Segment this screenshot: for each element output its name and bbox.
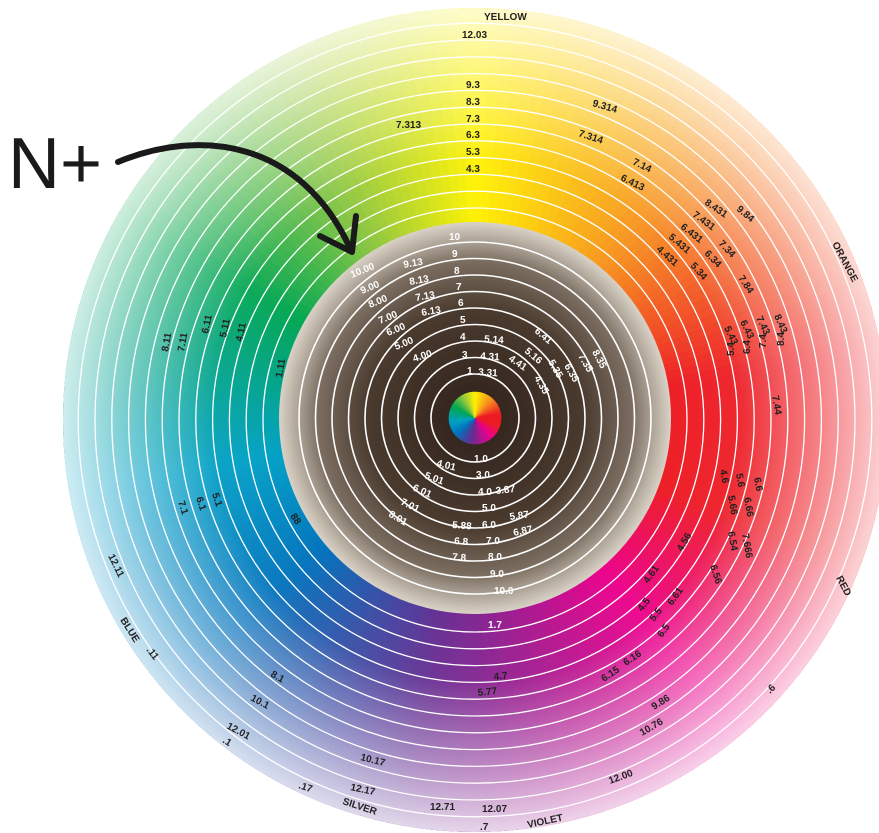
inner-ring <box>380 323 570 513</box>
outer-label: 5.66 <box>725 495 739 517</box>
outer-label: 5.77 <box>477 686 498 699</box>
inner-label: 6 <box>458 298 464 309</box>
outer-label: 12.07 <box>482 804 507 815</box>
outer-ring <box>127 72 823 768</box>
outer-ring <box>195 140 755 700</box>
hue-name-yellow: YELLOW <box>484 12 527 23</box>
inner-ring <box>298 241 652 595</box>
inner-label: 8.13 <box>409 274 431 288</box>
inner-label: 1 <box>467 366 473 377</box>
inner-label: 4.01 <box>435 458 457 473</box>
inner-label: 10 <box>449 232 461 243</box>
inner-label: 10.0 <box>494 586 514 597</box>
outer-label: 6.11 <box>200 313 215 334</box>
inner-label: 5.0 <box>482 503 496 514</box>
outer-label: 5.11 <box>218 317 233 338</box>
inner-label: 8 <box>454 266 460 277</box>
outer-label: 1.7 <box>488 620 502 631</box>
inner-label: 6.8 <box>454 536 469 548</box>
outer-ring <box>211 156 739 684</box>
inner-label: 3 <box>462 350 468 361</box>
outer-label: 7.4 <box>758 334 769 348</box>
outer-label: 6.3 <box>466 130 480 141</box>
outer-label: 12.03 <box>462 30 487 41</box>
inner-label: 4.31 <box>480 351 501 363</box>
inner-label: 9.0 <box>490 569 504 580</box>
inner-label: 3.31 <box>478 367 499 379</box>
inner-label: 9 <box>452 249 458 260</box>
outer-label: 4.7 <box>493 671 508 683</box>
outer-label: 4.6 <box>717 469 730 485</box>
outer-ring <box>94 39 856 801</box>
outer-label: 12.17 <box>349 782 376 798</box>
inner-label: 1.0 <box>474 454 488 465</box>
callout-label-n-plus: N+ <box>8 124 103 204</box>
outer-label: 6.54 <box>725 531 739 553</box>
inner-label: 6.87 <box>512 524 534 539</box>
inner-label: 5 <box>460 315 466 326</box>
outer-label: 1.11 <box>274 358 288 379</box>
inner-ring <box>331 274 619 562</box>
outer-ring <box>228 173 722 667</box>
inner-ring <box>413 356 537 480</box>
outer-label: 6.1 <box>193 496 208 513</box>
outer-label: 6.6 <box>751 477 764 493</box>
outer-label: 7.11 <box>176 332 190 353</box>
inner-ring <box>397 340 553 496</box>
inner-label: 7.13 <box>415 290 437 304</box>
outer-ring <box>178 123 772 717</box>
inner-label: 7.0 <box>486 536 500 547</box>
outer-label: 6.66 <box>741 497 755 519</box>
inner-ring <box>430 373 520 463</box>
inner-label: 3.87 <box>495 484 516 497</box>
outer-ring <box>262 207 688 633</box>
outer-ring <box>144 89 806 751</box>
outer-ring <box>111 56 839 784</box>
inner-ring <box>314 257 636 579</box>
outer-label: 7.313 <box>396 120 421 131</box>
outer-label: 5.4 <box>726 342 737 356</box>
outer-label: 7.666 <box>739 533 754 560</box>
inner-label: 6.13 <box>421 305 443 319</box>
inner-label: 3.0 <box>476 470 490 481</box>
outer-label: 4.11 <box>234 321 249 342</box>
inner-label: 9.13 <box>403 257 425 271</box>
outer-ring <box>77 22 873 818</box>
outer-label: 12.71 <box>430 802 455 813</box>
outer-label: 5.3 <box>466 147 480 158</box>
outer-ring <box>161 106 789 734</box>
inner-label: 7 <box>456 282 462 293</box>
outer-label: 5.6 <box>733 473 746 489</box>
inner-label: 4.0 <box>478 487 492 498</box>
outer-label: 8.3 <box>466 97 480 108</box>
outer-label: 6.4 <box>742 340 753 354</box>
inner-ring <box>364 307 586 529</box>
curved-arrow-icon <box>115 142 353 251</box>
inner-label: 5.14 <box>484 334 505 346</box>
hue-sector <box>471 391 476 419</box>
outer-label: 7.3 <box>466 114 480 125</box>
outer-label: 7.44 <box>769 395 783 417</box>
inner-ring <box>347 290 603 546</box>
center-mini-color-wheel <box>448 391 502 445</box>
inner-label: 7.8 <box>452 552 467 564</box>
inner-label: 8.0 <box>488 552 502 563</box>
inner-label: 6.0 <box>482 520 496 531</box>
arrow-head-icon <box>317 213 359 255</box>
inner-label: 4 <box>460 332 466 343</box>
outer-label: 7.1 <box>175 500 190 517</box>
outer-label: 4.3 <box>466 164 480 175</box>
outer-label: 8.4 <box>776 332 787 346</box>
inner-concentric-rings <box>298 241 652 595</box>
outer-label: 5.1 <box>209 492 224 509</box>
outer-label: .17 <box>297 780 314 795</box>
outer-label: .7 <box>480 822 489 833</box>
outer-label: 9.3 <box>466 80 480 91</box>
outer-label: 8.11 <box>160 332 174 353</box>
inner-label: 5.87 <box>509 509 530 523</box>
inner-label: 5.88 <box>452 520 473 532</box>
outer-concentric-rings <box>77 22 873 818</box>
outer-ring <box>245 190 705 650</box>
